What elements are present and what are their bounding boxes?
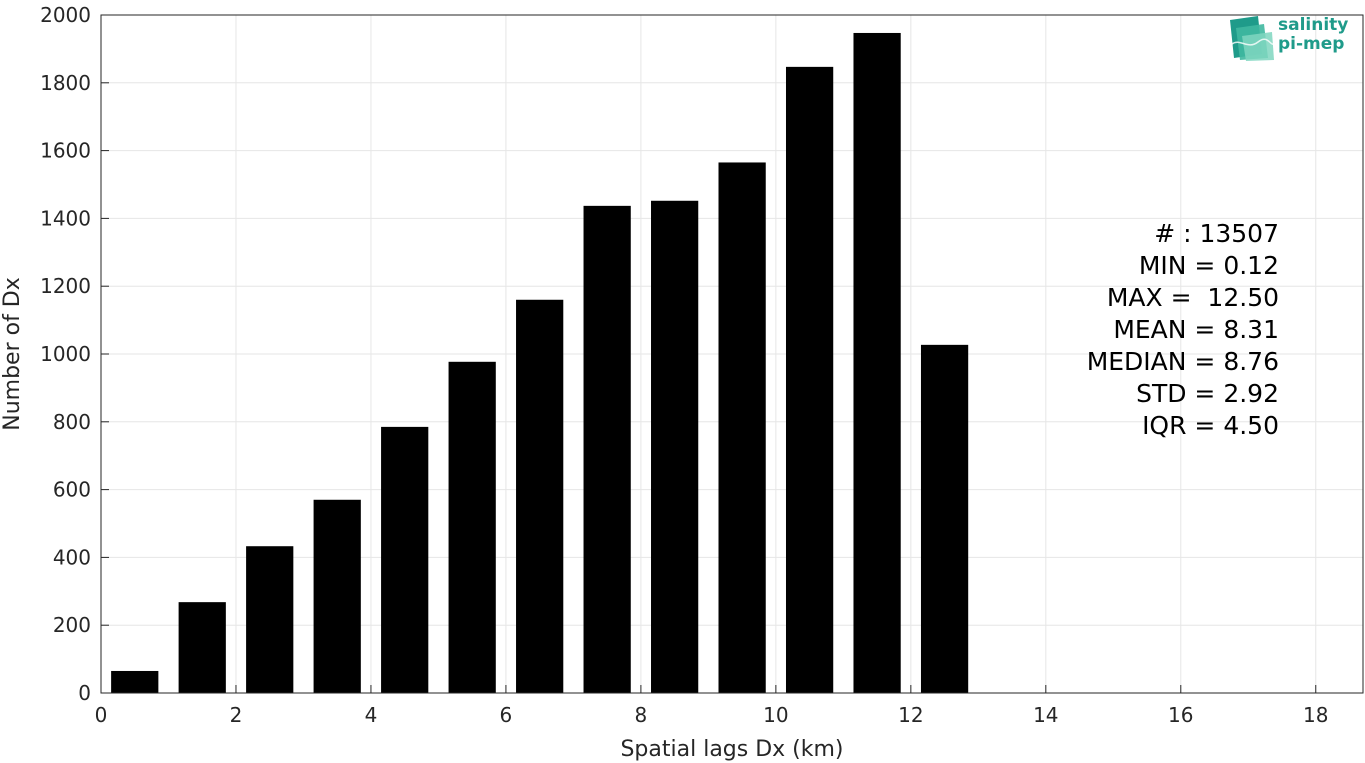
bar — [381, 426, 429, 693]
wave-logo-icon — [1230, 16, 1275, 61]
logo-line-2: pi-mep — [1278, 34, 1345, 54]
bar — [651, 200, 699, 693]
bar — [111, 670, 159, 693]
x-tick-label: 6 — [500, 703, 513, 727]
stat-iqr: IQR = 4.50 — [1142, 411, 1279, 440]
stat-median: MEDIAN = 8.76 — [1086, 347, 1279, 376]
bar — [853, 32, 901, 694]
logo-line-1: salinity — [1278, 15, 1349, 35]
x-tick-label: 0 — [95, 703, 108, 727]
statistics-box: # : 13507 MIN = 0.12 MAX = 12.50 MEAN = … — [1087, 218, 1279, 442]
y-tick-label: 1400 — [40, 206, 91, 230]
x-tick-label: 14 — [1033, 703, 1058, 727]
bar — [583, 205, 631, 693]
x-tick-label: 2 — [230, 703, 243, 727]
y-tick-label: 600 — [53, 478, 91, 502]
y-tick-label: 200 — [53, 613, 91, 637]
bar — [178, 602, 226, 693]
stat-count: # : 13507 — [1154, 219, 1279, 248]
x-tick-label: 16 — [1168, 703, 1193, 727]
x-axis-label: Spatial lags Dx (km) — [620, 737, 843, 762]
y-tick-label: 1800 — [40, 71, 91, 95]
bar — [785, 66, 834, 693]
y-tick-label: 1000 — [40, 342, 91, 366]
ticks: 0 2 4 6 8 10 12 14 16 18 0 200 400 600 800 1000 1200 1400… — [40, 3, 1328, 727]
x-tick-label: 10 — [763, 703, 788, 727]
stat-mean: MEAN = 8.31 — [1113, 315, 1279, 344]
bars — [111, 32, 969, 694]
x-tick-label: 8 — [635, 703, 648, 727]
bar — [246, 546, 294, 693]
stat-std: STD = 2.92 — [1136, 379, 1279, 408]
bar — [516, 299, 564, 693]
bar — [313, 499, 361, 693]
x-tick-label: 4 — [365, 703, 378, 727]
bar — [718, 162, 766, 694]
bar — [448, 361, 496, 693]
y-tick-label: 2000 — [40, 3, 91, 27]
y-tick-label: 1200 — [40, 274, 91, 298]
x-tick-label: 18 — [1303, 703, 1328, 727]
y-tick-label: 400 — [53, 545, 91, 569]
bar — [920, 344, 969, 693]
y-tick-label: 0 — [78, 681, 91, 705]
x-tick-label: 12 — [898, 703, 923, 727]
stat-max: MAX = 12.50 — [1106, 283, 1279, 312]
y-tick-label: 800 — [53, 410, 91, 434]
y-tick-label: 1600 — [40, 139, 91, 163]
salinity-pimep-logo: salinity pi-mep — [1228, 14, 1358, 62]
stat-min: MIN = 0.12 — [1138, 251, 1279, 280]
y-axis-label: Number of Dx — [0, 277, 25, 431]
